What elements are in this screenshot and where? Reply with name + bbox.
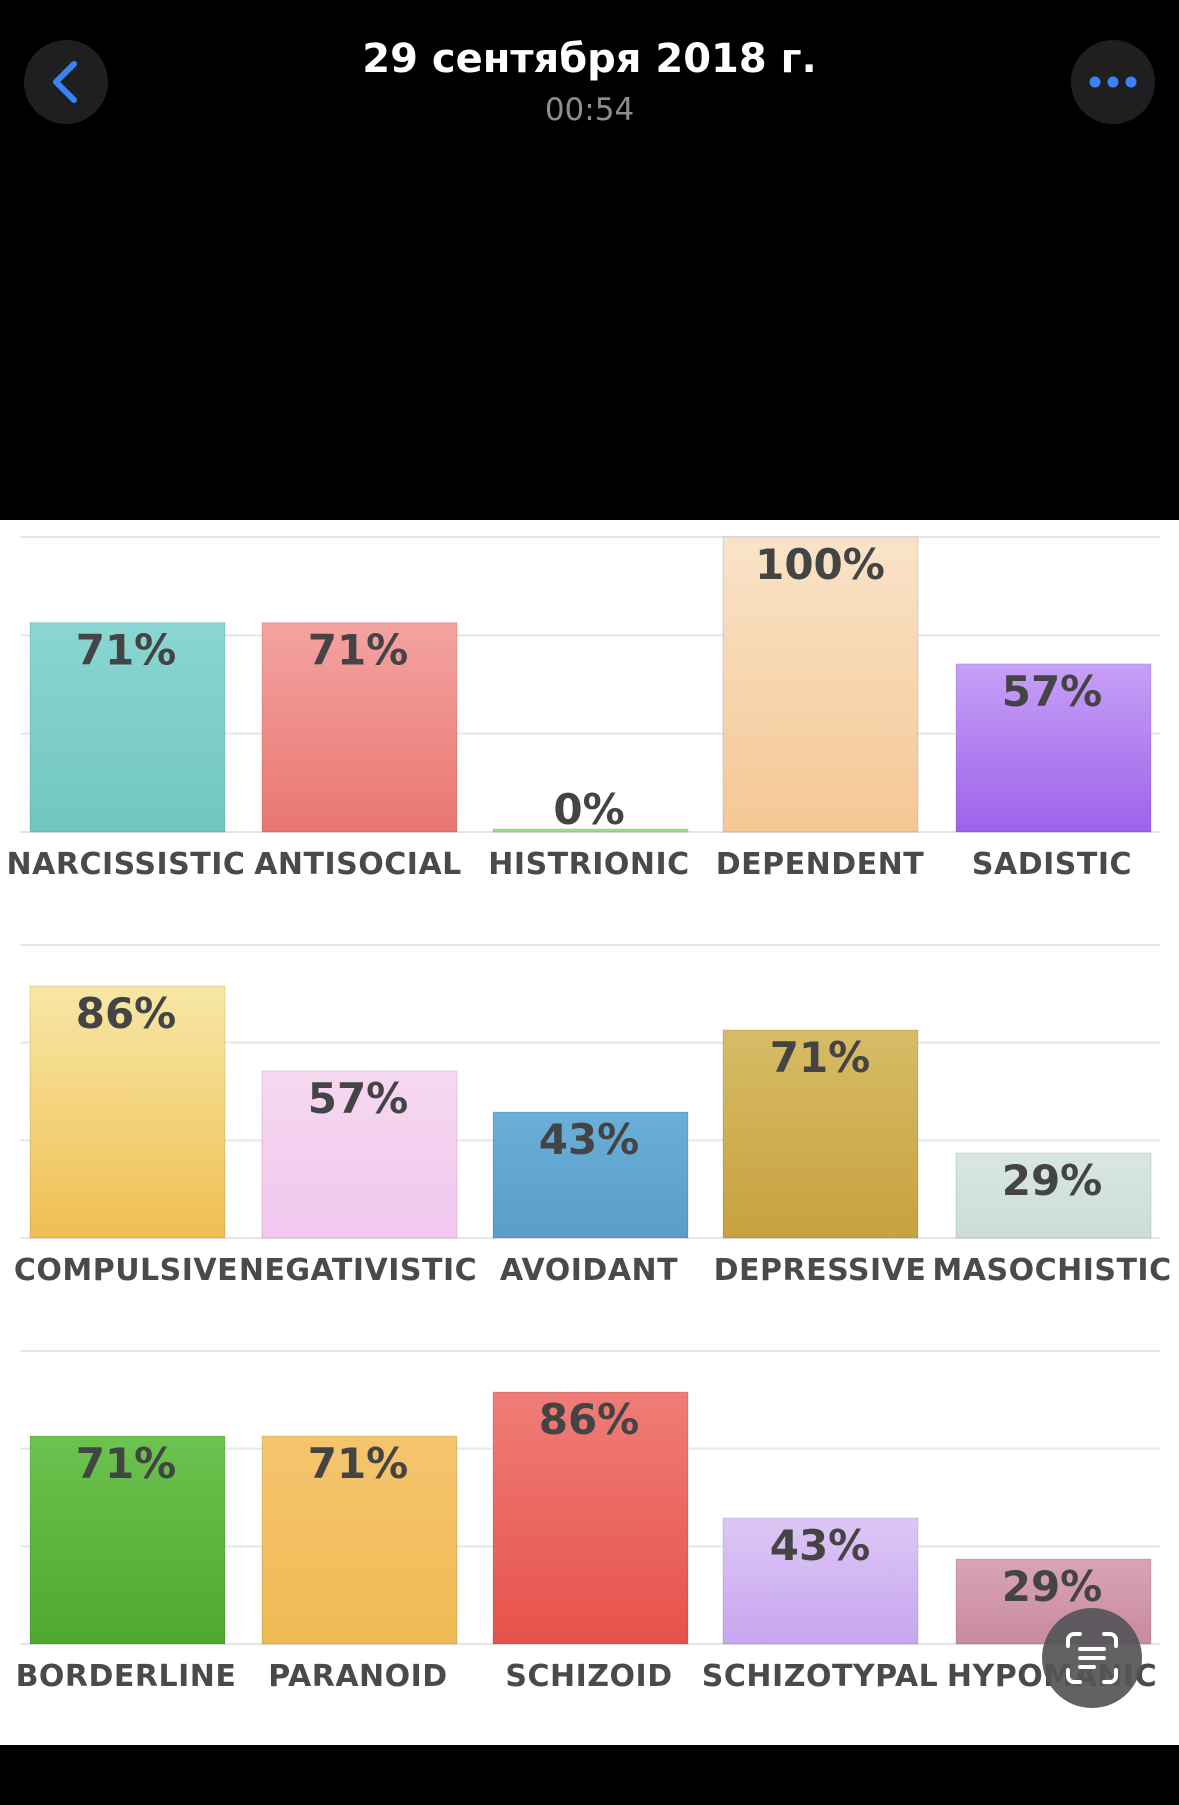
category-label: MASOCHISTIC [932, 1253, 1171, 1288]
bar-antisocial [261, 621, 458, 833]
photo-time-subtitle: 00:54 [544, 92, 635, 128]
value-label: 86% [76, 989, 177, 1038]
category-label: PARANOID [268, 1659, 447, 1694]
category-label: SADISTIC [972, 847, 1132, 882]
bar-chart-1: 71% NARCISSISTIC 71% ANTISOCIAL 0% HISTRIONIC… [7, 536, 1160, 882]
value-label: 71% [308, 626, 409, 675]
value-label: 100% [755, 540, 885, 589]
value-label: 71% [76, 626, 177, 675]
bar-depressive [722, 1029, 919, 1239]
category-label: NARCISSISTIC [7, 847, 246, 882]
bottom-black-bar [0, 1745, 1179, 1805]
category-label: DEPENDENT [716, 847, 924, 882]
live-text-scan-icon [1066, 1632, 1118, 1684]
ellipsis-icon [1089, 76, 1137, 88]
value-label: 71% [308, 1439, 409, 1488]
category-label: HISTRIONIC [488, 847, 689, 882]
bar-avoidant [492, 1111, 689, 1239]
category-label: NEGATIVISTIC [239, 1253, 477, 1288]
bar-histrionic [492, 828, 689, 833]
category-label: DEPRESSIVE [714, 1253, 927, 1288]
bar-compulsive [29, 985, 226, 1239]
category-label: ANTISOCIAL [254, 847, 462, 882]
value-label: 57% [1002, 667, 1103, 716]
category-label: SCHIZOID [505, 1659, 672, 1694]
bar-borderline [29, 1435, 226, 1645]
bar-negativistic [261, 1070, 458, 1239]
value-label: 29% [1002, 1156, 1103, 1205]
photo-image: 71% NARCISSISTIC 71% ANTISOCIAL 0% HISTRIONIC… [0, 520, 1179, 1745]
bar-chart-2: 86% COMPULSIVE 57% NEGATIVISTIC 43% AVOIDANT 7… [14, 944, 1171, 1288]
category-label: AVOIDANT [500, 1253, 678, 1288]
back-button[interactable] [24, 40, 108, 124]
bar-dependent [722, 536, 919, 833]
value-label: 71% [770, 1033, 871, 1082]
bar-chart-3: 71% BORDERLINE 71% PARANOID 86% SCHIZOID 43% SC… [16, 1350, 1160, 1694]
live-text-button[interactable] [1042, 1608, 1142, 1708]
value-label: 43% [539, 1115, 640, 1164]
category-label: SCHIZOTYPAL [702, 1659, 938, 1694]
photo-date-title: 29 сентября 2018 г. [362, 36, 817, 82]
bar-paranoid [261, 1435, 458, 1645]
bar-masochistic [955, 1152, 1152, 1239]
value-label: 29% [1002, 1562, 1103, 1611]
value-label: 71% [76, 1439, 177, 1488]
chevron-left-icon [53, 61, 77, 103]
photo-header: 29 сентября 2018 г. 00:54 [0, 0, 1179, 160]
bar-schizoid [492, 1391, 689, 1645]
more-options-button[interactable] [1071, 40, 1155, 124]
value-label: 0% [553, 785, 624, 834]
bar-sadistic [955, 663, 1152, 833]
bar-narcissistic [29, 621, 226, 833]
value-label: 43% [770, 1521, 871, 1570]
category-label: BORDERLINE [16, 1659, 237, 1694]
value-label: 86% [539, 1395, 640, 1444]
bar-schizotypal [722, 1517, 919, 1645]
value-label: 57% [308, 1074, 409, 1123]
personality-bar-charts: 71% NARCISSISTIC 71% ANTISOCIAL 0% HISTRIONIC… [7, 536, 1171, 1694]
category-label: COMPULSIVE [14, 1253, 238, 1288]
